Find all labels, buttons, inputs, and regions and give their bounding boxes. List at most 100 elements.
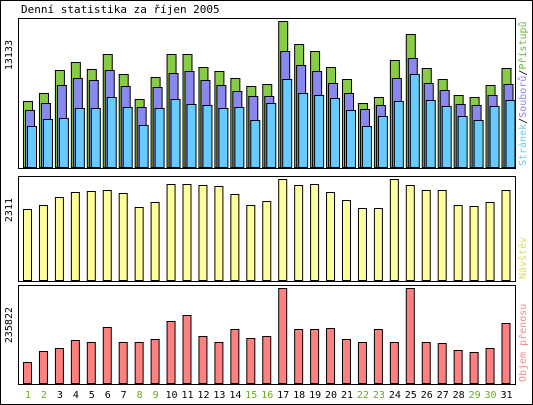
bar-volume-Objem přenosu-day-10: [166, 321, 176, 384]
bar-visits-Návštěv-day-18: [294, 185, 304, 281]
bar-volume-Objem přenosu-day-25: [405, 288, 415, 384]
panel-visits: 2311 Návštěv: [4, 176, 529, 282]
bar-visits-Návštěv-day-2: [38, 205, 48, 281]
bar-visits-Návštěv-day-22: [357, 208, 367, 281]
legend-separator: /: [518, 70, 529, 76]
bar-volume-Objem přenosu-day-17: [278, 288, 288, 384]
bar-hits-Stránek-day-8: [138, 125, 149, 168]
bar-volume-Objem přenosu-day-5: [86, 342, 96, 384]
bar-hits-Stránek-day-11: [186, 104, 197, 168]
x-tick-label-day-3: 3: [57, 390, 63, 401]
bar-visits-Návštěv-day-31: [501, 190, 511, 281]
x-tick-label-day-15: 15: [245, 390, 257, 401]
x-tick-label-day-18: 18: [293, 390, 305, 401]
legend-entry: Objem přenosu: [517, 304, 529, 382]
bar-visits-Návštěv-day-13: [214, 186, 224, 281]
x-tick-label-day-7: 7: [121, 390, 127, 401]
legend-separator: /: [518, 118, 529, 124]
bar-visits-Návštěv-day-21: [342, 200, 351, 281]
legend: Objem přenosu: [517, 304, 529, 382]
bar-hits-Stránek-day-9: [154, 108, 165, 168]
bar-volume-Objem přenosu-day-3: [54, 348, 64, 384]
x-tick-label-day-2: 2: [41, 390, 47, 401]
bar-hits-Stránek-day-31: [505, 100, 516, 168]
bar-visits-Návštěv-day-27: [437, 190, 447, 281]
x-tick-label-day-21: 21: [341, 390, 353, 401]
bar-visits-Návštěv-day-29: [469, 206, 479, 281]
bar-hits-Stránek-day-13: [218, 108, 229, 168]
bar-volume-Objem přenosu-day-11: [182, 315, 192, 384]
bar-visits-Návštěv-day-10: [166, 184, 176, 281]
x-tick-label-day-16: 16: [261, 390, 273, 401]
legend-entry: Souborů: [517, 76, 529, 118]
x-tick-label-day-30: 30: [485, 390, 497, 401]
x-tick-label-day-13: 13: [213, 390, 225, 401]
x-tick-label-day-26: 26: [421, 390, 433, 401]
x-tick-label-day-19: 19: [309, 390, 321, 401]
bar-visits-Návštěv-day-26: [421, 190, 431, 281]
x-tick-label-day-29: 29: [469, 390, 481, 401]
bar-hits-Stránek-day-15: [250, 120, 261, 168]
bar-visits-Návštěv-day-3: [54, 197, 64, 281]
bar-hits-Stránek-day-25: [409, 74, 420, 168]
bar-visits-Návštěv-day-28: [453, 205, 463, 281]
bar-volume-Objem přenosu-day-14: [230, 329, 240, 384]
bar-visits-Návštěv-day-24: [389, 179, 399, 281]
bar-hits-Stránek-day-29: [473, 120, 484, 168]
bar-hits-Stránek-day-27: [441, 106, 452, 168]
bar-visits-Návštěv-day-6: [102, 190, 112, 281]
bar-volume-Objem přenosu-day-15: [246, 338, 256, 384]
y-max-label: 2311: [4, 198, 15, 222]
bar-hits-Stránek-day-10: [170, 99, 181, 168]
bar-hits-Stránek-day-23: [377, 116, 388, 168]
bar-visits-Návštěv-day-30: [485, 202, 495, 281]
legend-entry: Přístupů: [517, 21, 529, 69]
bar-visits-Návštěv-day-15: [246, 205, 256, 281]
bar-visits-Návštěv-day-19: [310, 184, 320, 281]
bar-volume-Objem přenosu-day-19: [310, 329, 320, 384]
x-axis-day-labels: 1 2 3 4 5 6 7 8 9 10 11 12 13 14 15 16 17 18 19 20 21 22 23 24 2…: [25, 390, 513, 401]
x-tick-label-day-1: 1: [25, 390, 31, 401]
x-tick-label-day-9: 9: [153, 390, 159, 401]
bar-volume-Objem přenosu-day-20: [326, 328, 336, 384]
bar-visits-Návštěv-day-11: [182, 184, 192, 281]
bar-volume-Objem přenosu-day-23: [373, 329, 383, 384]
bar-volume-Objem přenosu-day-6: [102, 327, 112, 384]
bar-hits-Stránek-day-17: [282, 79, 293, 168]
bar-hits-Stránek-day-5: [90, 108, 101, 168]
x-tick-label-day-31: 31: [500, 390, 512, 401]
x-tick-label-day-8: 8: [137, 390, 143, 401]
bar-volume-Objem přenosu-day-7: [118, 342, 128, 384]
bar-hits-Stránek-day-21: [346, 110, 356, 168]
bar-visits-Návštěv-day-17: [278, 179, 288, 281]
bar-volume-Objem přenosu-day-22: [357, 342, 367, 384]
bar-volume-Objem přenosu-day-9: [150, 339, 160, 384]
bar-hits-Stránek-day-4: [74, 108, 85, 168]
x-tick-label-day-14: 14: [229, 390, 241, 401]
bar-hits-Stránek-day-20: [330, 98, 341, 168]
bar-visits-Návštěv-day-25: [405, 185, 415, 281]
legend-entry: Návštěv: [517, 237, 529, 279]
chart-title: Denní statistika za říjen 2005: [21, 3, 220, 16]
x-tick-label-day-10: 10: [166, 390, 178, 401]
x-tick-label-day-12: 12: [197, 390, 209, 401]
y-max-label: 235822: [4, 307, 15, 343]
x-tick-label-day-17: 17: [277, 390, 289, 401]
bar-volume-Objem přenosu-day-29: [469, 352, 479, 384]
bar-hits-Stránek-day-7: [122, 107, 133, 168]
bar-volume-Objem přenosu-day-24: [389, 342, 399, 384]
bar-hits-Stránek-day-18: [298, 93, 309, 168]
bar-volume-Objem přenosu-day-4: [70, 340, 80, 384]
x-tick-label-day-23: 23: [373, 390, 385, 401]
bar-hits-Stránek-day-14: [234, 107, 245, 168]
bar-hits-Stránek-day-12: [202, 105, 213, 168]
bar-visits-Návštěv-day-7: [118, 193, 128, 281]
bar-hits-Stránek-day-30: [489, 106, 500, 168]
bar-volume-Objem přenosu-day-28: [453, 350, 463, 384]
bar-volume-Objem přenosu-day-16: [262, 336, 272, 384]
bar-volume-Objem přenosu-day-18: [294, 329, 304, 384]
x-tick-label-day-24: 24: [389, 390, 401, 401]
